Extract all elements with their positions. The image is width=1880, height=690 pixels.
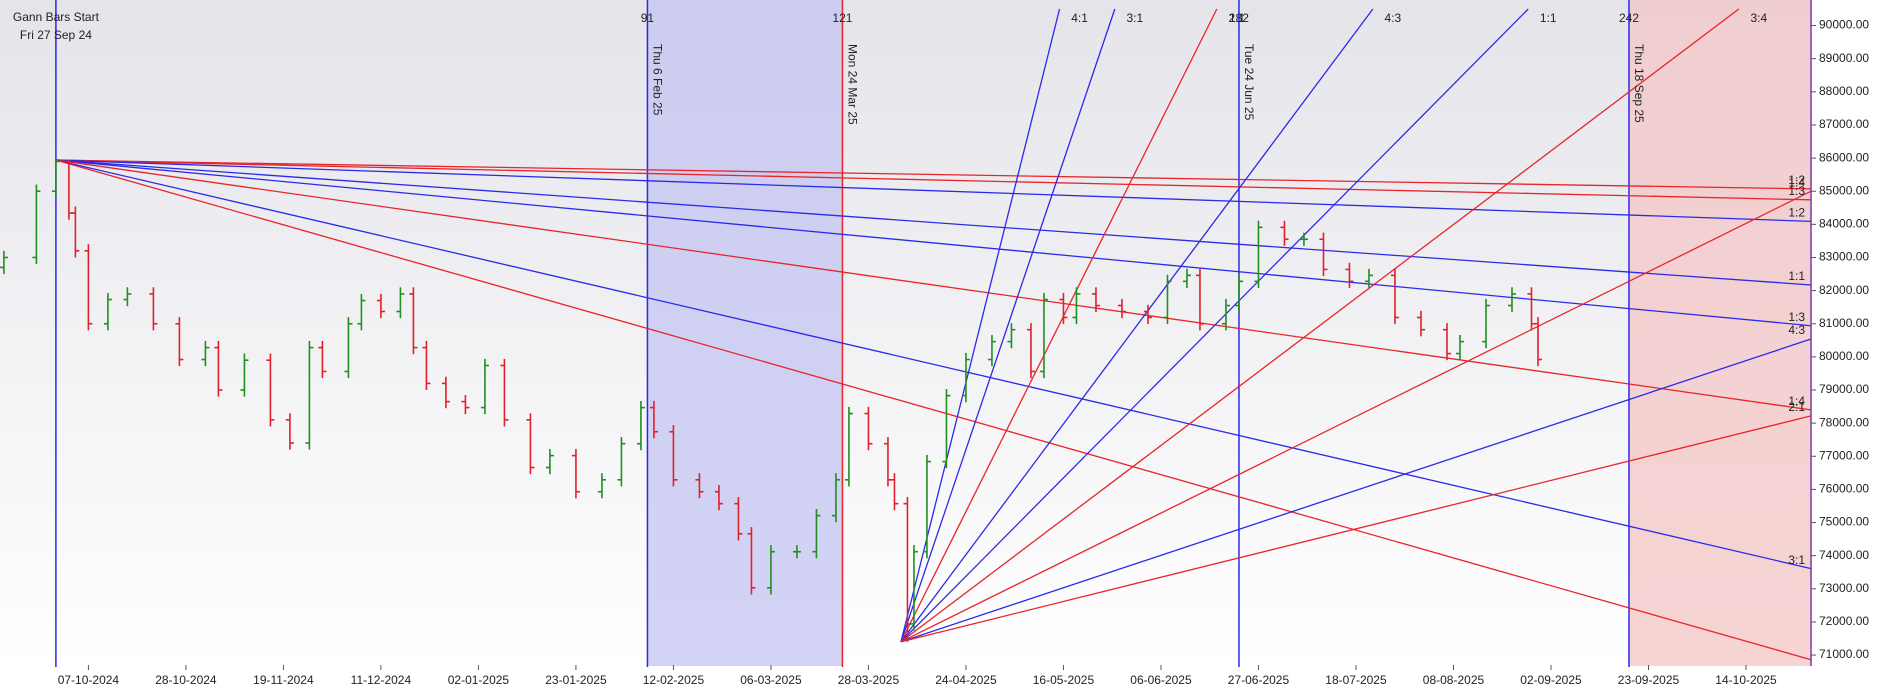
x-tick-label: 28-10-2024 [155,673,217,687]
x-tick-label: 02-01-2025 [448,673,510,687]
fan-label: 1:2 [1788,206,1805,220]
y-tick-label: 86000.00 [1819,150,1869,164]
fan-label: 3:1 [1788,553,1805,567]
x-tick-label: 19-11-2024 [253,673,314,687]
fan-line [900,8,1529,643]
y-tick-label: 71000.00 [1819,647,1869,661]
axis-background [1811,0,1880,690]
marker-label: 91 [641,11,655,25]
fan-label: 1:1 [1540,11,1557,25]
plot-background [0,0,1811,666]
fan-line [900,8,1374,643]
x-tick-label: 08-08-2025 [1423,673,1485,687]
y-tick-label: 88000.00 [1819,84,1869,98]
fan-label: 2:1 [1229,11,1246,25]
fan-line [900,338,1812,643]
fan-label: 1:4 [1788,394,1805,408]
x-tick-label: 18-07-2025 [1325,673,1387,687]
y-tick-label: 78000.00 [1819,415,1869,429]
fan-line [55,159,1812,570]
fan-line [900,8,1740,643]
y-tick-label: 80000.00 [1819,349,1869,363]
x-tick-label: 16-05-2025 [1033,673,1095,687]
fan-line [55,159,1812,661]
fan-label: 1:3 [1788,184,1805,198]
y-tick-label: 90000.00 [1819,18,1869,32]
fan-label: 3:4 [1751,11,1768,25]
x-tick-label: 28-03-2025 [838,673,900,687]
line-layer [55,0,1812,667]
x-tick-label: 27-06-2025 [1228,673,1290,687]
y-tick-label: 87000.00 [1819,117,1869,131]
fan-label: 1:4 [1788,175,1805,189]
x-tick-label: 02-09-2025 [1520,673,1582,687]
fan-label: 1:2 [1788,173,1805,187]
marker-date: Tue 24 Jun 25 [1242,44,1256,121]
y-tick-label: 75000.00 [1819,515,1869,529]
fan-line [55,159,1812,411]
fan-line [55,159,1812,190]
y-tick-label: 73000.00 [1819,581,1869,595]
start-title: Gann Bars Start [13,10,100,24]
fan-line [55,159,1812,327]
fan-line [900,190,1812,643]
y-tick-label: 82000.00 [1819,283,1869,297]
fan-label: 1:1 [1788,269,1805,283]
fan-label: 4:3 [1385,11,1402,25]
x-tick-label: 24-04-2025 [935,673,997,687]
shaded-region [1628,0,1811,666]
y-tick-label: 72000.00 [1819,614,1869,628]
start-date: Fri 27 Sep 24 [20,28,92,42]
marker-label: 121 [832,11,852,25]
fan-line [900,8,1218,643]
fan-line [55,159,1812,201]
y-tick-label: 85000.00 [1819,183,1869,197]
fan-label: 1:3 [1788,310,1805,324]
marker-label: 182 [1229,11,1249,25]
x-tick-label: 12-02-2025 [643,673,705,687]
x-tick-label: 11-12-2024 [351,673,412,687]
marker-date: Thu 18 Sep 25 [1632,44,1646,123]
x-tick-label: 06-06-2025 [1130,673,1192,687]
fan-label: 3:1 [1126,11,1143,25]
y-tick-label: 74000.00 [1819,548,1869,562]
y-tick-label: 83000.00 [1819,250,1869,264]
y-tick-label: 77000.00 [1819,448,1869,462]
marker-date: Thu 6 Feb 25 [650,44,664,116]
x-tick-label: 07-10-2024 [58,673,120,687]
y-tick-label: 84000.00 [1819,217,1869,231]
fan-label: 4:1 [1071,11,1088,25]
bar-layer [0,159,1542,642]
fan-label: 4:3 [1788,323,1805,337]
marker-date: Mon 24 Mar 25 [845,44,859,125]
y-tick-label: 81000.00 [1819,316,1869,330]
fan-line [900,415,1812,643]
x-tick-label: 23-09-2025 [1618,673,1680,687]
shaded-region [647,0,843,666]
marker-label: 242 [1619,11,1639,25]
fan-label: 2:1 [1788,400,1805,414]
x-tick-label: 14-10-2025 [1715,673,1777,687]
shade-layer [647,0,1811,666]
y-tick-label: 89000.00 [1819,51,1869,65]
fan-line [55,159,1812,286]
fan-line [900,8,1116,643]
y-tick-label: 79000.00 [1819,382,1869,396]
text-layer: 71000.00 72000.00 73000.00 74000.00 75000.00… [13,10,1869,687]
x-tick-label: 06-03-2025 [740,673,802,687]
x-tick-label: 23-01-2025 [545,673,607,687]
fan-line [55,159,1812,223]
y-tick-label: 76000.00 [1819,482,1869,496]
